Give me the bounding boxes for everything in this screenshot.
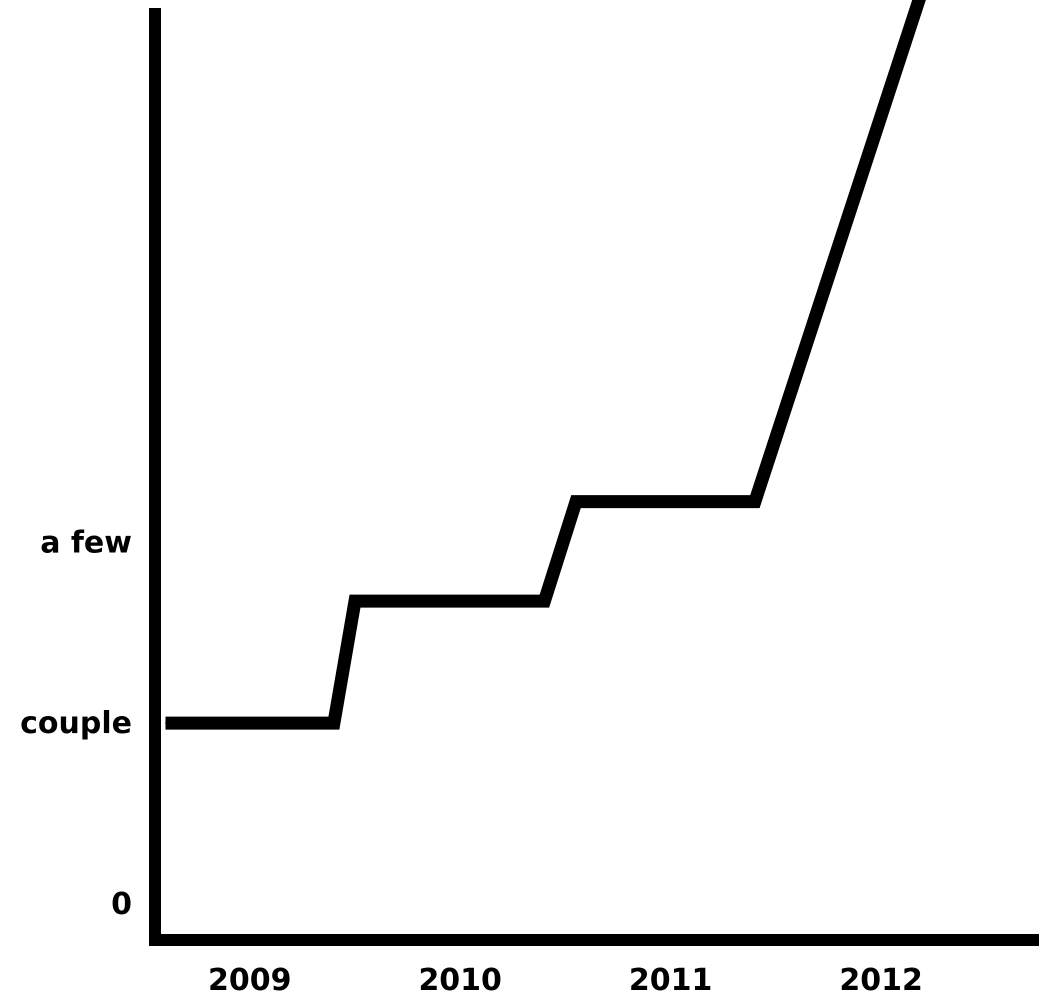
x-tick-label: 2010 — [418, 963, 502, 997]
y-tick-label: a few — [40, 525, 132, 560]
series-line — [165, 0, 926, 730]
data-point — [354, 600, 356, 602]
x-tick-label: 2011 — [629, 963, 713, 997]
x-tick-label: 2012 — [839, 963, 923, 997]
x-tick-label: 2009 — [208, 963, 292, 997]
data-point — [333, 722, 335, 724]
series-group — [165, 0, 926, 730]
data-point — [165, 722, 167, 724]
y-tick-label: couple — [20, 706, 132, 741]
y-tick-label: 0 — [111, 887, 132, 922]
x-tick-labels: 2009 2010 2011 2012 — [208, 963, 923, 997]
data-point — [543, 600, 545, 602]
axes — [149, 8, 1039, 946]
y-tick-labels: 0 couple a few — [20, 525, 132, 922]
data-point — [754, 501, 756, 503]
data-point — [575, 501, 577, 503]
